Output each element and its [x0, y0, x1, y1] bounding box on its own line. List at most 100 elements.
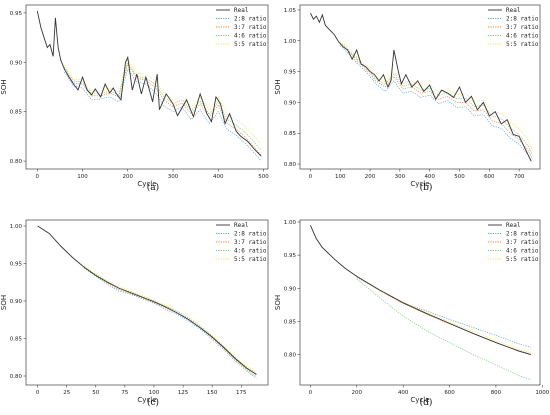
- plot-frame: [299, 4, 541, 170]
- x-tick-label: 200: [123, 174, 134, 180]
- legend-label: Real: [234, 222, 249, 229]
- series-line-real: [36, 10, 262, 157]
- series-line-2-8-ratio: [83, 267, 257, 379]
- y-tick-label: 1.00: [284, 220, 297, 226]
- x-tick-label: 100: [335, 174, 346, 180]
- series-line-3-7-ratio: [340, 43, 533, 160]
- series-line-5-5-ratio: [83, 266, 257, 373]
- x-tick-label: 800: [491, 390, 502, 396]
- x-tick-label: 100: [149, 390, 160, 396]
- x-tick-label: 400: [398, 390, 409, 396]
- y-tick-label: 0.95: [284, 70, 297, 76]
- x-tick-label: 400: [213, 174, 224, 180]
- series-line-4-6-ratio: [340, 42, 533, 155]
- series-line-2-8-ratio: [64, 68, 262, 162]
- y-tick-label: 0.95: [10, 262, 23, 268]
- series-line-real: [37, 225, 257, 375]
- y-axis-label: SOH: [0, 79, 8, 94]
- x-tick-label: 0: [309, 390, 313, 396]
- plot-frame: [25, 4, 269, 170]
- series-line-3-7-ratio: [83, 266, 257, 378]
- series-line-real: [310, 12, 532, 162]
- y-axis-label: SOH: [274, 295, 282, 310]
- x-tick-label: 200: [352, 390, 363, 396]
- y-tick-label: 1.05: [284, 8, 297, 14]
- y-tick-label: 0.90: [10, 299, 23, 305]
- series-line-3-7-ratio: [356, 276, 531, 355]
- legend-label: 5:5 ratio: [234, 256, 267, 263]
- y-tick-label: 0.80: [10, 374, 23, 380]
- x-tick-label: 200: [365, 174, 376, 180]
- series-line-5-5-ratio: [356, 277, 531, 353]
- y-tick-label: 0.80: [284, 162, 297, 168]
- panel-caption: (c): [147, 397, 159, 408]
- series-line-5-5-ratio: [340, 41, 533, 151]
- y-tick-label: 0.85: [10, 110, 23, 116]
- y-tick-label: 0.95: [284, 253, 297, 259]
- series-line-2-8-ratio: [356, 277, 531, 348]
- x-axis-label: Cycle: [137, 180, 156, 188]
- x-tick-label: 600: [484, 174, 495, 180]
- legend-label: Real: [506, 222, 521, 229]
- y-tick-label: 0.90: [10, 60, 23, 66]
- x-axis-label: Cycle: [410, 180, 429, 188]
- x-tick-label: 300: [395, 174, 406, 180]
- x-tick-label: 600: [444, 390, 455, 396]
- x-axis-label: Cycle: [410, 396, 429, 404]
- chart-panel-d: 0 200 400 600 800 1000 0.80 0.85 0.90 0.95 1.00 Cyc…: [274, 219, 550, 408]
- legend-label: 5:5 ratio: [506, 41, 539, 48]
- x-tick-label: 150: [207, 390, 218, 396]
- x-tick-label: 50: [92, 390, 99, 396]
- chart-panel-a: 0 100 200 300 400 500 0.80 0.85 0.90 0.95 Cycle SOH…: [0, 4, 269, 193]
- y-tick-label: 0.85: [10, 337, 23, 343]
- x-tick-label: 25: [63, 390, 70, 396]
- x-tick-label: 700: [514, 174, 525, 180]
- plot-frame: [25, 219, 269, 386]
- y-tick-label: 0.90: [284, 100, 297, 106]
- legend-label: 2:8 ratio: [506, 16, 539, 23]
- series-line-2-8-ratio: [340, 45, 533, 164]
- series-line-real: [310, 225, 531, 355]
- y-tick-label: 0.80: [10, 159, 23, 165]
- legend-label: Real: [234, 7, 249, 14]
- legend-label: 2:8 ratio: [506, 231, 539, 238]
- chart-panel-b: 0 100 200 300 400 500 600 700 0.80 0.85 0.90 0.95 1.…: [274, 4, 541, 193]
- x-tick-label: 175: [236, 390, 247, 396]
- x-tick-label: 100: [77, 174, 88, 180]
- y-axis-label: SOH: [0, 295, 8, 310]
- x-tick-label: 400: [424, 174, 435, 180]
- x-tick-label: 500: [258, 174, 269, 180]
- y-tick-label: 0.90: [284, 286, 297, 292]
- x-tick-label: 0: [36, 174, 40, 180]
- legend-label: 3:7 ratio: [506, 239, 539, 246]
- legend-label: 2:8 ratio: [234, 231, 267, 238]
- x-axis-label: Cycle: [137, 396, 156, 404]
- series-line-5-5-ratio: [64, 58, 262, 145]
- legend-label: 5:5 ratio: [506, 256, 539, 263]
- y-axis-label: SOH: [274, 79, 282, 94]
- x-tick-label: 0: [36, 390, 40, 396]
- series-line-3-7-ratio: [64, 63, 262, 156]
- series-line-4-6-ratio: [83, 266, 257, 375]
- panel-caption: (d): [420, 397, 433, 408]
- series-line-4-6-ratio: [64, 61, 262, 151]
- legend-label: 3:7 ratio: [234, 24, 267, 31]
- x-tick-label: 125: [178, 390, 189, 396]
- legend-label: 5:5 ratio: [234, 41, 267, 48]
- x-tick-label: 1000: [535, 390, 549, 396]
- y-tick-label: 1.00: [284, 39, 297, 45]
- legend-label: 4:6 ratio: [506, 248, 539, 255]
- legend-label: 4:6 ratio: [234, 248, 267, 255]
- y-tick-label: 0.95: [10, 11, 23, 17]
- x-tick-label: 75: [121, 390, 128, 396]
- series-line-4-6-ratio: [356, 278, 531, 381]
- legend-label: 4:6 ratio: [234, 33, 267, 40]
- x-tick-label: 0: [309, 174, 313, 180]
- legend-label: 3:7 ratio: [234, 239, 267, 246]
- legend-label: 4:6 ratio: [506, 33, 539, 40]
- y-tick-label: 1.00: [10, 224, 23, 230]
